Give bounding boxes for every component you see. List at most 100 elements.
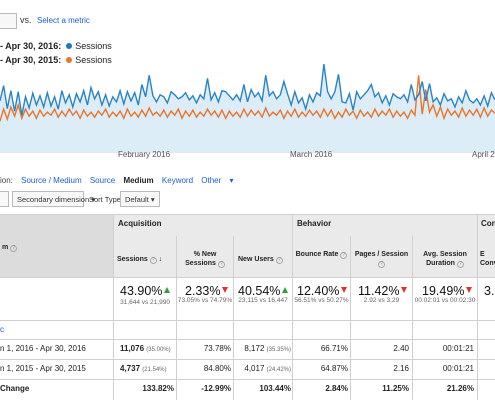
column-header-avg-duration[interactable]: Avg. Session Duration ? [414,250,476,268]
sort-type-label: Sort Type: [89,195,124,204]
dimension-other-label: Other [201,176,222,185]
primary-dimension-bar: ion: Source / Medium Source Medium Keywo… [0,176,246,185]
column-header-sessions[interactable]: Sessions ? ↓ [117,255,175,264]
divider [0,339,495,340]
arrow-up-icon [282,287,289,293]
cell-value: 4,017 [244,364,265,373]
primary-dimension-prefix: ion: [0,176,13,185]
column-label: Sessions [117,256,148,263]
plot-rows-button[interactable] [0,191,9,207]
arrow-down-icon [466,287,473,293]
total-pages-session: 11.42% [358,284,408,298]
column-label: New Users [238,256,274,263]
vs-label: vs. [20,15,32,25]
x-tick-label: April 20 [472,150,495,159]
cell-value: 11,076 [120,344,145,353]
total-new-users-compare: 23,115 vs 16,447 [238,297,288,304]
cell-sessions: 4,737 (21.54%) [114,364,174,373]
cell-bounce-rate: 64.87% [320,364,348,373]
cell-new-users: 8,172 (35.35%) [234,344,291,353]
cell-duration-change: 21.26% [446,384,474,393]
cell-pages-change: 11.25% [382,384,409,393]
cell-pages-session: 2.16 [393,364,409,373]
help-icon[interactable]: ? [340,252,348,259]
dimension-keyword[interactable]: Keyword [161,176,194,185]
sort-type-dropdown[interactable]: Default ▾ [120,191,160,207]
cell-value: 8,172 [244,344,265,353]
group-acquisition: Acquisition [118,219,162,228]
help-icon[interactable]: ? [217,261,225,268]
column-header-bounce-rate[interactable]: Bounce Rate ? [294,250,349,259]
total-new-users: 40.54% [238,284,289,298]
cell-avg-duration: 00:01:21 [442,364,474,373]
cell-percent: (24.42%) [266,367,291,373]
arrow-up-icon [164,287,171,293]
dimension-other[interactable]: Other ▾ [201,176,239,185]
help-icon[interactable]: ? [378,261,385,268]
legend-metric: Sessions [75,41,112,51]
dimension-column-label: m [2,244,9,251]
series-current-line [0,64,495,116]
arrow-down-icon [222,287,229,293]
cell-percent: (35.35%) [266,347,291,353]
series-previous-line [0,75,495,122]
divider [113,214,114,400]
total-avg-duration: 19.49% [422,284,473,298]
cell-avg-duration: 00:01:21 [442,344,474,353]
arrow-down-icon [401,287,408,293]
divider [0,277,495,278]
x-tick-label: March 2016 [290,150,333,159]
cell-pages-session: 2.40 [393,344,409,353]
dimension-source[interactable]: Source [89,176,116,185]
total-bounce-rate: 12.40% [297,284,348,298]
divider [412,236,413,400]
dimension-source-medium[interactable]: Source / Medium [21,176,82,185]
group-behavior: Behavior [297,219,332,228]
secondary-dimension-label: Secondary dimension [17,195,90,204]
help-icon[interactable]: ? [10,245,18,252]
total-value: 43.90% [120,284,163,298]
divider [0,379,495,380]
column-label: % New Sessions [185,251,217,267]
column-label: Avg. Session Duration [423,251,467,267]
column-header-pages-session[interactable]: Pages / Session ? [352,250,411,268]
cell-bounce-change: 2.84% [325,384,348,393]
chevron-down-icon: ▾ [229,176,234,185]
legend-dot-icon [66,57,73,63]
cell-new-sessions: 84.80% [203,364,231,373]
cell-new-sessions: 73.78% [203,344,231,353]
sort-type-value: Default [125,195,149,204]
help-icon[interactable]: ? [456,261,464,268]
table-header-dimension [0,214,113,277]
total-new-sessions: 2.33% [185,284,229,298]
dimension-medium[interactable]: Medium [123,176,154,185]
chevron-down-icon: ▾ [91,195,95,204]
help-icon[interactable]: ? [275,257,283,264]
series-current-area [0,64,495,152]
cell-new-sessions-change: -12.99% [201,384,231,393]
x-tick-label: February 2016 [118,150,171,159]
dimension-column-header[interactable]: m ? [2,243,18,252]
help-icon[interactable]: ? [149,257,157,264]
section-link[interactable]: c [0,325,4,334]
select-metric-link[interactable]: Select a metric [37,16,90,25]
secondary-dimension-dropdown[interactable]: Secondary dimension ▾ [12,191,95,207]
metric-dropdown[interactable] [0,13,17,29]
total-conversions: 3. [484,284,495,298]
row-label-2015: n 1, 2015 - Apr 30, 2015 [0,364,86,373]
total-value: 19.49% [422,284,465,298]
column-header-new-users[interactable]: New Users ? [235,255,291,264]
cell-percent: (21.54%) [142,367,167,373]
legend-range: - Apr 30, 2016: [0,41,62,51]
cell-sessions-change: 133.82% [142,384,174,393]
sort-desc-icon: ↓ [158,256,163,263]
total-value: 2.33% [185,284,221,298]
legend-metric: Sessions [75,55,112,65]
group-conversions: Conv [481,219,495,228]
column-header-conversions[interactable]: E Conv [480,251,495,267]
sessions-line-chart[interactable]: February 2016 March 2016 April 20 [0,60,495,160]
column-header-new-sessions[interactable]: % New Sessions ? [178,250,232,268]
chart-panel: vs. Select a metric - Apr 30, 2016: Sessi… [0,0,495,160]
arrow-down-icon [341,287,348,293]
chevron-down-icon: ▾ [150,195,155,204]
